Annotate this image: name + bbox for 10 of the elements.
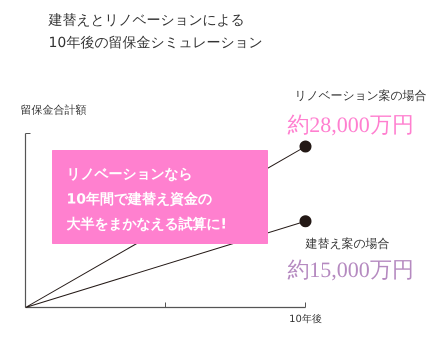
text: リノベーション案の場合 <box>294 88 426 102</box>
annotation: リノベーションなら <box>66 166 192 182</box>
y-axis-title: 留保金合計額 <box>20 104 86 116</box>
text: 10年後 <box>289 313 322 325</box>
data-label: 約28,000万円 <box>287 112 414 137</box>
chart-title: 建替えとリノベーションによる 10年後の留保金シミュレーション <box>48 12 262 51</box>
annotation: 10年間で建替え資金の <box>66 192 212 208</box>
annotation: 大半をまかなえる試算に! <box>66 216 227 232</box>
data-label: 約15,000万円 <box>287 257 414 282</box>
series-label: 建替え案の場合 <box>304 236 390 250</box>
